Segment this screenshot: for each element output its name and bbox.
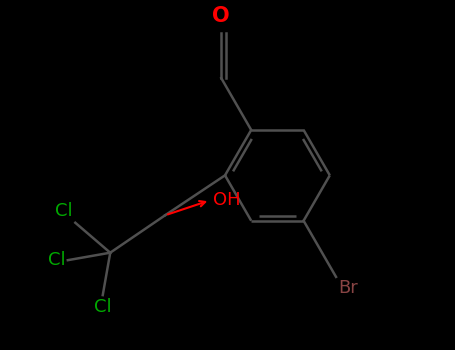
Text: OH: OH — [212, 191, 240, 209]
Text: O: O — [212, 6, 230, 26]
Text: Cl: Cl — [48, 251, 66, 269]
Text: Br: Br — [339, 279, 358, 298]
Text: Cl: Cl — [94, 298, 111, 316]
Text: Cl: Cl — [55, 202, 73, 220]
